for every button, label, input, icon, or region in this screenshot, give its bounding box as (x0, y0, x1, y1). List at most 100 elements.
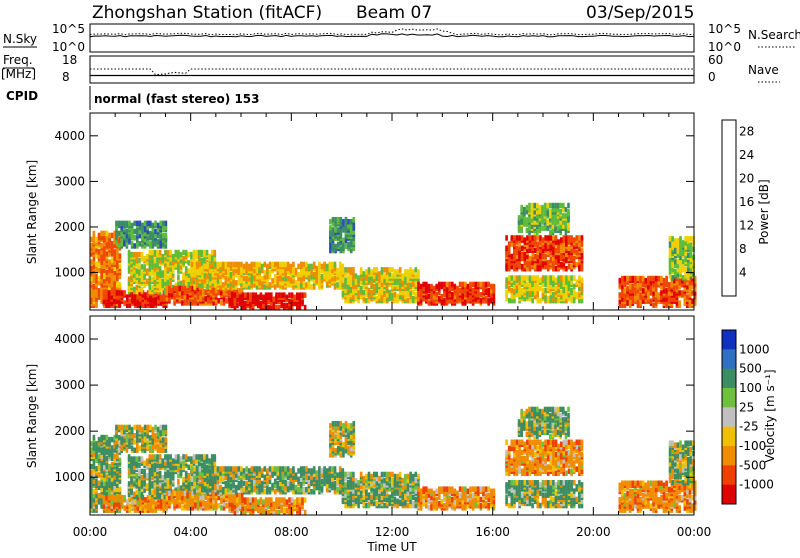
echo-cell-velocity (202, 495, 205, 501)
echo-cell-power (516, 235, 519, 241)
echo-cell-power (98, 276, 101, 282)
y-tick-label: 2000 (54, 220, 85, 234)
echo-cell-power (260, 301, 263, 307)
nsearch-label: N.Search (748, 28, 800, 42)
echo-cell-power (133, 235, 136, 241)
echo-cell-power (337, 217, 340, 223)
echo-cell-power (297, 264, 300, 270)
echo-cell-power (668, 282, 671, 288)
power-colorbar-label: Power [dB] (757, 179, 771, 244)
echo-cell-power (141, 270, 144, 276)
echo-cell-velocity (136, 425, 139, 431)
echo-cell-power (412, 296, 415, 302)
echo-cell-power (518, 275, 521, 281)
echo-cell-velocity (186, 493, 189, 499)
echo-cell-velocity (149, 425, 152, 431)
echo-cell-power (370, 269, 373, 275)
echo-cell-velocity (126, 499, 129, 505)
echo-cell-power (508, 241, 511, 247)
echo-cell-velocity (164, 454, 167, 460)
echo-cell-power (407, 269, 410, 275)
echo-cell-velocity (139, 425, 142, 431)
echo-cell-power (243, 276, 246, 282)
echo-cell-power (570, 288, 573, 294)
echo-cell-power (665, 288, 668, 294)
echo-cell-power (415, 273, 418, 279)
echo-cell-power (151, 250, 154, 256)
echo-cell-power (546, 219, 549, 225)
echo-cell-power (159, 266, 162, 272)
echo-cell-velocity (119, 458, 122, 464)
echo-cell-power (534, 248, 537, 254)
echo-cell-power (149, 241, 152, 247)
echo-cell-power (537, 275, 540, 281)
echo-cell-velocity (241, 497, 244, 503)
echo-cell-power (244, 292, 247, 298)
echo-cell-power (95, 237, 98, 243)
echo-cell-power (529, 235, 532, 241)
echo-cell-velocity (119, 487, 122, 493)
echo-cell-power (131, 223, 134, 229)
echo-cell-velocity (131, 427, 134, 433)
echo-cell-power (336, 282, 339, 288)
echo-cell-power (565, 266, 568, 272)
echo-cell-power (141, 223, 144, 229)
echo-cell-velocity (173, 491, 176, 497)
echo-cell-power (310, 264, 313, 270)
echo-cell-power (190, 252, 193, 258)
echo-cell-power (373, 284, 376, 290)
echo-cell-power (133, 229, 136, 235)
echo-cell-power (193, 250, 196, 256)
echo-cell-power (467, 284, 470, 290)
echo-cell-power (528, 203, 531, 209)
echo-cell-velocity (176, 491, 179, 497)
echo-cell-power (570, 264, 573, 270)
echo-cell-velocity (116, 495, 119, 501)
echo-cell-power (118, 231, 121, 237)
echo-cell-power (542, 288, 545, 294)
station-title: Zhongshan Station (fitACF) (92, 3, 322, 23)
echo-cell-power (417, 282, 420, 288)
echo-cell-power (297, 272, 300, 278)
echo-cell-power (260, 292, 263, 298)
echo-cell-power (249, 292, 252, 298)
echo-cell-power (113, 249, 116, 255)
echo-cell-power (521, 246, 524, 252)
echo-cell-power (227, 262, 230, 268)
echo-cell-velocity (95, 441, 98, 447)
echo-cell-power (155, 296, 158, 302)
echo-cell-power (123, 290, 126, 296)
echo-cell-power (573, 237, 576, 243)
echo-cell-power (396, 294, 399, 300)
echo-cell-power (261, 276, 264, 282)
echo-cell-power (288, 292, 291, 298)
echo-cell-power (201, 250, 204, 256)
echo-cell-velocity (123, 495, 126, 501)
echo-cell-power (578, 275, 581, 281)
echo-cell-power (365, 298, 368, 304)
echo-cell-velocity (205, 495, 208, 501)
echo-cell-power (521, 264, 524, 270)
echo-cell-velocity (154, 454, 157, 460)
echo-cell-power (542, 237, 545, 243)
echo-cell-power (304, 305, 307, 311)
echo-cell-velocity (115, 425, 118, 431)
echo-cell-power (533, 203, 536, 209)
echo-cell-velocity (182, 460, 185, 466)
echo-cell-power (399, 267, 402, 273)
echo-cell-power (576, 250, 579, 256)
echo-cell-power (219, 280, 222, 286)
echo-cell-power (621, 276, 624, 282)
echo-cell-power (383, 273, 386, 279)
echo-cell-power (652, 303, 655, 309)
echo-cell-power (202, 290, 205, 296)
echo-cell-power (176, 286, 179, 292)
echo-cell-power (274, 262, 277, 268)
echo-cell-power (299, 292, 302, 298)
echo-cell-velocity (162, 475, 165, 481)
echo-cell-power (629, 284, 632, 290)
echo-cell-power (674, 238, 677, 244)
echo-cell-power (658, 292, 661, 298)
echo-cell-power (402, 273, 405, 279)
echo-cell-velocity (149, 445, 152, 451)
